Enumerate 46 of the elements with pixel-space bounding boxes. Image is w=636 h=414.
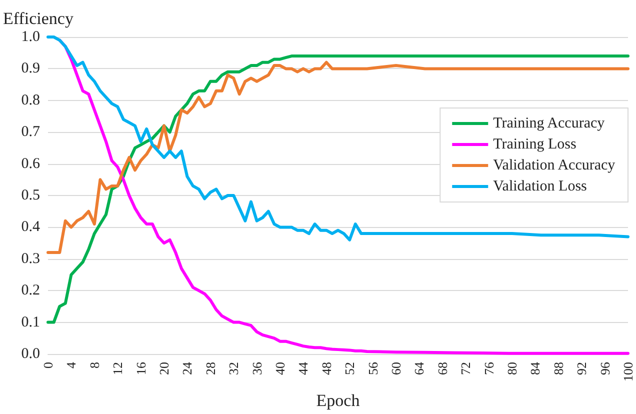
x-tick-label: 72 — [458, 362, 474, 375]
y-tick-label: 0.8 — [21, 92, 40, 108]
line-series — [46, 60, 630, 254]
y-tick-label: 0.0 — [21, 346, 40, 362]
x-tick-label: 60 — [388, 362, 404, 375]
x-tick-label: 24 — [180, 362, 195, 375]
x-tick-label: 4 — [64, 362, 79, 368]
y-tick-label: 0.6 — [21, 156, 40, 172]
x-axis-title: Epoch — [316, 391, 360, 410]
x-tick-label: 92 — [574, 362, 590, 375]
line-series — [46, 36, 630, 242]
y-tick-label: 1.0 — [21, 29, 40, 45]
x-tick-label: 80 — [504, 362, 520, 375]
x-tick-label: 64 — [412, 362, 427, 375]
x-tick-label: 100 — [620, 362, 636, 382]
y-tick-label: 0.5 — [21, 188, 40, 204]
x-tick-label: 52 — [342, 362, 358, 375]
y-axis-title: Efficiency — [3, 9, 74, 28]
x-tick-label: 20 — [156, 362, 172, 375]
x-tick-label: 76 — [481, 362, 496, 375]
y-tick-label: 0.7 — [21, 124, 40, 140]
x-tick-label: 84 — [528, 362, 543, 375]
x-tick-label: 16 — [133, 362, 148, 375]
x-tick-label: 68 — [434, 362, 450, 375]
y-tick-label: 0.3 — [21, 250, 40, 267]
x-tick-label: 32 — [226, 362, 242, 375]
x-tick-label: 0 — [40, 362, 56, 368]
y-tick-label: 0.4 — [21, 219, 40, 236]
legend-label: Validation Accuracy — [493, 158, 616, 174]
x-tick-label: 48 — [318, 362, 334, 375]
x-tick-label: 40 — [272, 362, 288, 375]
legend-label: Training Accuracy — [493, 116, 606, 132]
legend-label: Validation Loss — [493, 178, 588, 194]
x-tick-label: 96 — [597, 362, 612, 375]
x-tick-label: 56 — [365, 362, 380, 375]
x-tick-label: 88 — [550, 362, 566, 375]
x-tick-label: 8 — [86, 362, 102, 368]
x-tick-label: 44 — [296, 362, 311, 375]
x-tick-label: 28 — [202, 362, 218, 375]
x-tick-label: 36 — [249, 362, 264, 375]
y-tick-label: 0.2 — [21, 282, 40, 299]
legend-label: Training Loss — [493, 136, 577, 152]
y-tick-label: 0.9 — [21, 60, 40, 77]
x-tick-label: 12 — [110, 362, 126, 375]
line-series — [46, 54, 630, 324]
y-tick-label: 0.1 — [21, 314, 40, 330]
